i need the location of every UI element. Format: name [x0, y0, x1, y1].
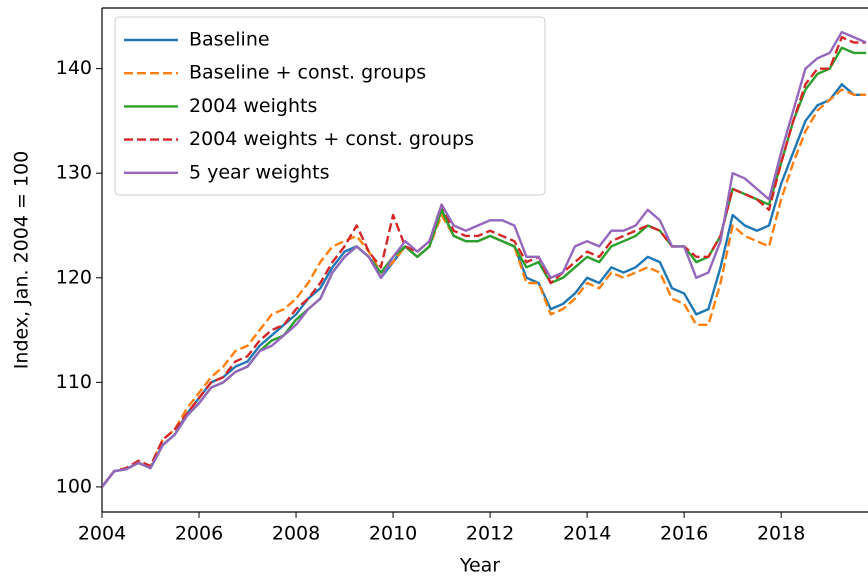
x-tick-label: 2008 — [272, 523, 320, 545]
series-line — [102, 30, 867, 488]
y-tick-label: 120 — [56, 266, 92, 288]
x-tick-label: 2004 — [78, 523, 126, 545]
x-tick-label: 2014 — [563, 523, 611, 545]
x-axis-label: Year — [459, 555, 500, 577]
legend-label: Baseline + const. groups — [189, 62, 426, 84]
legend-label: Baseline — [189, 29, 270, 51]
y-tick-label: 110 — [56, 371, 92, 393]
legend-label: 2004 weights — [189, 95, 317, 117]
legend-label: 5 year weights — [189, 161, 330, 183]
plot-area — [102, 30, 867, 488]
x-tick-label: 2006 — [175, 523, 223, 545]
y-axis-label: Index, Jan. 2004 = 100 — [11, 151, 33, 369]
series-line — [102, 36, 867, 488]
x-tick-label: 2012 — [466, 523, 514, 545]
y-tick-label: 140 — [56, 57, 92, 79]
legend-box — [114, 16, 546, 196]
x-tick-label: 2010 — [369, 523, 417, 545]
y-tick-label: 100 — [56, 475, 92, 497]
y-tick-label: 130 — [56, 162, 92, 184]
legend-label: 2004 weights + const. groups — [189, 128, 474, 150]
x-tick-label: 2018 — [757, 523, 805, 545]
x-tick-label: 2016 — [660, 523, 708, 545]
